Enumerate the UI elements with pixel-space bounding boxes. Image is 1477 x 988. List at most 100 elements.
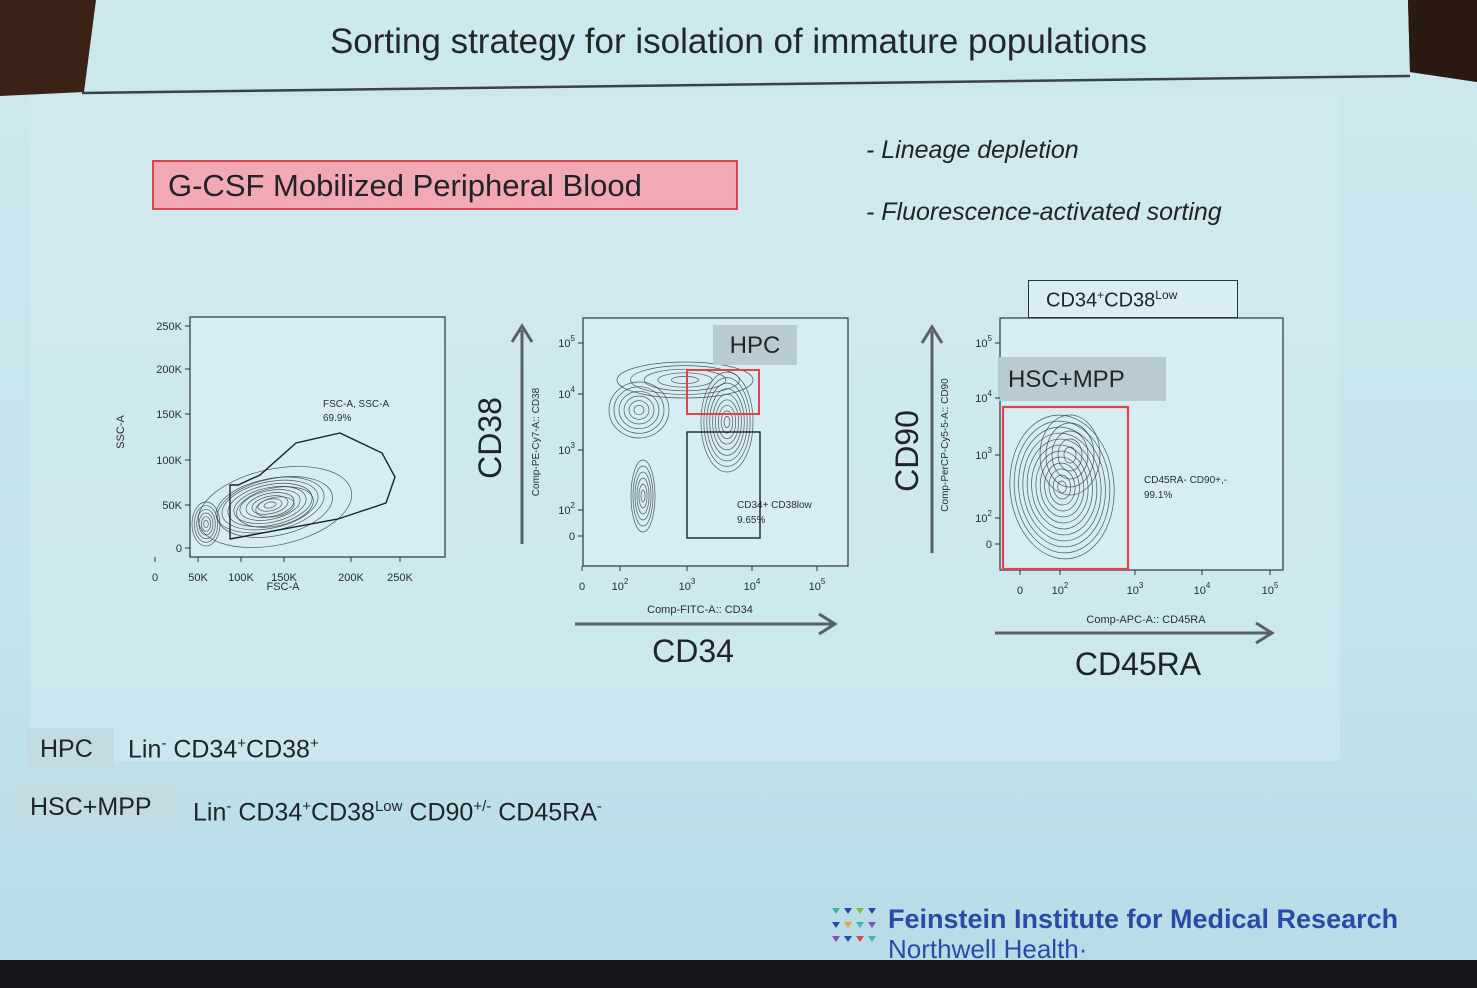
p3-xtick-exp-2: 3 [1139,581,1144,590]
def-hpc-cd38-sup: + [309,735,319,752]
contour-p2b-2 [628,400,650,420]
p3-ytick-label-0: 0 [986,539,992,551]
contour-p2d-5 [616,361,754,399]
contour-p2a-1 [640,489,646,503]
plot3-header: CD34+CD38Low [1046,288,1177,313]
plot3-gate-name: CD45RA- CD90+,- [1144,475,1227,486]
p2-ytick-label-3: 104 [558,385,575,401]
def-hpc-cd38: CD38 [246,735,310,764]
contour-p3b-1 [1063,446,1077,464]
def-hsc-cd45ra: CD45RA [498,798,597,827]
plot3-header-sup2: Low [1155,288,1178,302]
def-hpc-lin: Lin [128,735,162,764]
p2-ytick-label-0: 0 [569,531,575,543]
plot3-xlabel: Comp-APC-A:: CD45RA [1086,614,1206,626]
p1-xtick-label-5: 250K [387,572,413,584]
p3-ytick-label-1: 102 [975,509,992,525]
def-hsc-cd38-sup: Low [374,798,403,815]
def-hsc-cd45ra-sup: - [596,798,602,815]
plot2-contours [608,361,754,533]
def-hsc-cd34: CD34 [238,798,303,827]
contour-p2a-2 [638,483,648,509]
contour-p3a-6 [1035,450,1089,524]
plot3-header-box [1028,280,1238,318]
plot1-gate-percent: 69.9% [323,413,351,424]
p3-xtick-exp-3: 4 [1206,581,1211,590]
plot3-contours [1009,414,1115,560]
plot-fsc-ssc: FSC-A, SSC-A 69.9% 050K100K150K200K250K … [115,316,446,593]
def-hsc-cd34-sup: + [302,798,312,815]
p3-xtick-exp-1: 2 [1064,581,1069,590]
p2-ytick-exp-4: 5 [571,334,576,343]
logo-mark-icon [832,908,876,942]
plot-cd34-cd38: HPC CD34+ CD38low 9.65% 0 102 103 104 105 0 1… [472,317,849,669]
plot3-y-title: CD90 [889,410,925,492]
contour-p3a-3 [1048,468,1076,506]
p3-ytick-label-4: 105 [975,334,992,350]
contour-p2c-8 [703,377,751,467]
contour-p3b-3 [1051,430,1089,480]
contour-p1b-6 [233,486,307,524]
plot3-gate-percent: 99.1% [1144,490,1172,501]
p2-ytick-label-1: 102 [558,501,575,517]
logo-line2-mark: · [1078,934,1088,964]
p1-xtick-label-1: 50K [188,572,208,584]
plot1-ylabel: SSC-A [115,415,127,449]
def-hpc-cd34-sup: + [237,735,247,752]
contour-p1c-1 [255,496,295,518]
p3-xtick-label-0: 0 [1017,585,1023,597]
p3-ytick-label-3: 104 [975,389,992,405]
def-hsc-cd38: CD38 [311,798,375,827]
logo-line2: Northwell Health· [888,934,1087,965]
p1-ytick-label-3: 150K [156,409,182,421]
p3-xtick-label-1: 102 [1052,581,1069,597]
plot2-gate-percent: 9.65% [737,515,765,526]
contour-p2b-1 [633,404,645,416]
logo-line2-text: Northwell Health [888,934,1079,964]
p2-xtick-label-3: 104 [744,577,761,593]
p2-xtick-exp-1: 2 [624,577,629,586]
contour-p1a-4 [196,508,216,540]
p3-ytick-label-2: 103 [975,446,992,462]
contour-p2c-7 [706,382,748,462]
contour-p2c-6 [709,388,745,456]
plot1-gate-name: FSC-A, SSC-A [323,399,389,410]
plot2-y-title: CD38 [472,397,508,479]
p1-ytick-label-2: 100K [156,455,182,467]
def-hsc-cd90: CD90 [409,798,474,827]
plot2-gate-name: CD34+ CD38low [737,500,813,511]
contour-p1b-2 [257,498,283,512]
p3-ytick-exp-3: 4 [988,389,993,398]
p1-ytick-label-1: 50K [162,500,182,512]
logo-line1: Feinstein Institute for Medical Research [888,904,1399,934]
def-hsc-tag: HSC+MPP [30,793,152,821]
contour-p2d-2 [657,372,713,388]
def-hsc-text: Lin- CD34+CD38Low CD90+/- CD45RA- [193,798,602,827]
def-hpc-lin-sup: - [161,735,167,752]
p1-ytick-label-4: 200K [156,364,182,376]
plot2-hpc-label: HPC [730,332,781,359]
contour-p1b-3 [251,495,289,515]
contour-p2c-9 [700,371,754,473]
contour-p1c-3 [217,476,333,538]
p2-ytick-exp-2: 3 [571,441,576,450]
p3-xtick-label-4: 105 [1262,581,1279,597]
p2-ytick-label-2: 103 [558,441,575,457]
contour-p3a-12 [1009,414,1115,560]
def-hpc-cd34: CD34 [173,735,238,764]
contour-p2c-3 [717,404,737,440]
p3-ytick-exp-1: 2 [988,509,993,518]
contour-p2c-4 [715,399,739,445]
p2-ytick-label-4: 105 [558,334,575,350]
contour-p1b-5 [239,489,301,521]
p3-xtick-exp-4: 5 [1274,581,1279,590]
p2-xtick-exp-3: 4 [756,577,761,586]
plot3-ylabel: Comp-PerCP-Cy5-5-A:: CD90 [940,378,951,512]
contour-p2a-5 [632,465,654,527]
contour-p1c-4 [197,466,353,548]
p3-xtick-label-3: 104 [1194,581,1211,597]
contour-p3a-7 [1031,444,1093,530]
plot3-hsc-label: HSC+MPP [1008,366,1125,393]
def-hpc-tag-bg [26,728,114,770]
